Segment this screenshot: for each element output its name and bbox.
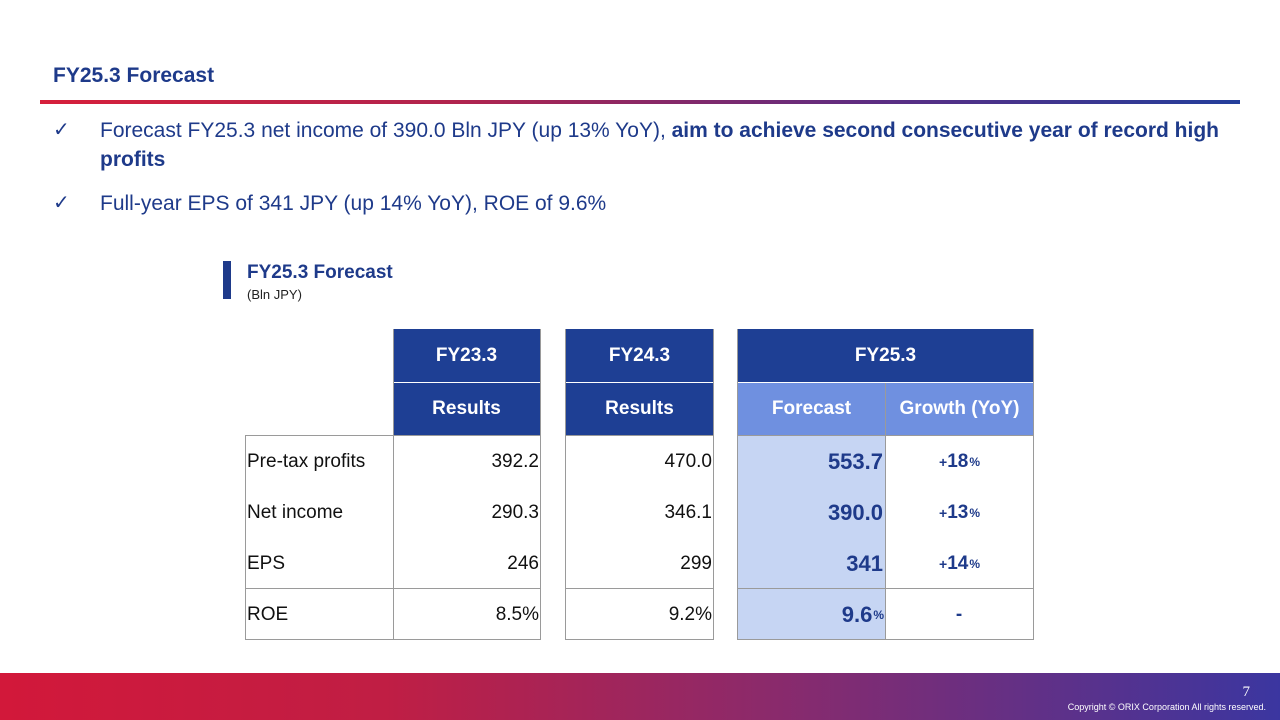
table-border [565,329,566,640]
title-divider [40,100,1240,104]
cell-fy23-eps: 246 [507,552,539,574]
cell-growth-roe: - [955,603,963,625]
table-border [737,588,1034,589]
table-border [1033,329,1034,640]
cell-fy24-eps: 299 [680,552,712,574]
section-accent-bar [223,261,231,299]
cell-fy24-pretax: 470.0 [664,450,712,472]
table-border [737,329,738,640]
cell-fy25-eps: 341 [738,538,886,589]
bullet-text: Full-year EPS of 341 JPY (up 14% YoY), R… [100,192,607,215]
cell-fy24-roe: 9.2% [668,603,712,625]
table-border [885,383,886,640]
cell-growth-pretax: +18% [939,450,980,472]
table-border [245,435,541,436]
table-border [713,329,714,640]
table-border [565,435,714,436]
section-unit: (Bln JPY) [247,287,302,302]
table-border [565,639,714,640]
col-group-fy25: FY25.3 [738,329,1033,382]
cell-fy25-pretax: 553.7 [738,436,886,487]
table-border [245,435,246,640]
cell-fy23-pretax: 392.2 [491,450,539,472]
table-border [393,329,394,640]
subheader-fy23-results: Results [393,383,540,435]
page-title: FY25.3 Forecast [53,64,215,87]
bullet-eps-roe: ✓ Full-year EPS of 341 JPY (up 14% YoY),… [53,189,1243,219]
page-number: 7 [1242,684,1251,700]
cell-fy23-roe: 8.5% [495,603,539,625]
col-group-fy24: FY24.3 [566,329,713,382]
table-border [565,588,714,589]
table-border [540,329,541,640]
cell-fy25-net-income: 390.0 [738,487,886,538]
cell-fy23-net-income: 290.3 [491,501,539,523]
table-border [737,639,1034,640]
table-border [245,588,541,589]
copyright-text: Copyright © ORIX Corporation All rights … [1067,702,1266,712]
cell-growth-eps: +14% [939,552,980,574]
cell-fy24-net-income: 346.1 [664,501,712,523]
row-label-eps: EPS [247,552,286,574]
check-icon: ✓ [53,192,70,214]
subheader-fy24-results: Results [566,383,713,435]
bullet-net-income: ✓ Forecast FY25.3 net income of 390.0 Bl… [53,116,1243,176]
row-label-roe: ROE [247,603,289,625]
subheader-fy25-forecast: Forecast [738,383,885,435]
table-border [737,435,1034,436]
bullet-text: Forecast FY25.3 net income of 390.0 Bln … [100,119,672,142]
footer-band [0,673,1280,720]
col-group-fy23: FY23.3 [393,329,540,382]
row-label-pretax: Pre-tax profits [247,450,366,472]
cell-fy25-roe: 9.6% [738,589,886,640]
bullet-text-bold: aim to achieve second consecutive year o… [100,119,1219,171]
table-border [245,639,541,640]
section-title: FY25.3 Forecast [247,262,393,283]
row-label-net-income: Net income [247,501,344,523]
check-icon: ✓ [53,119,70,141]
subheader-fy25-growth: Growth (YoY) [886,383,1033,435]
cell-growth-net-income: +13% [939,501,980,523]
